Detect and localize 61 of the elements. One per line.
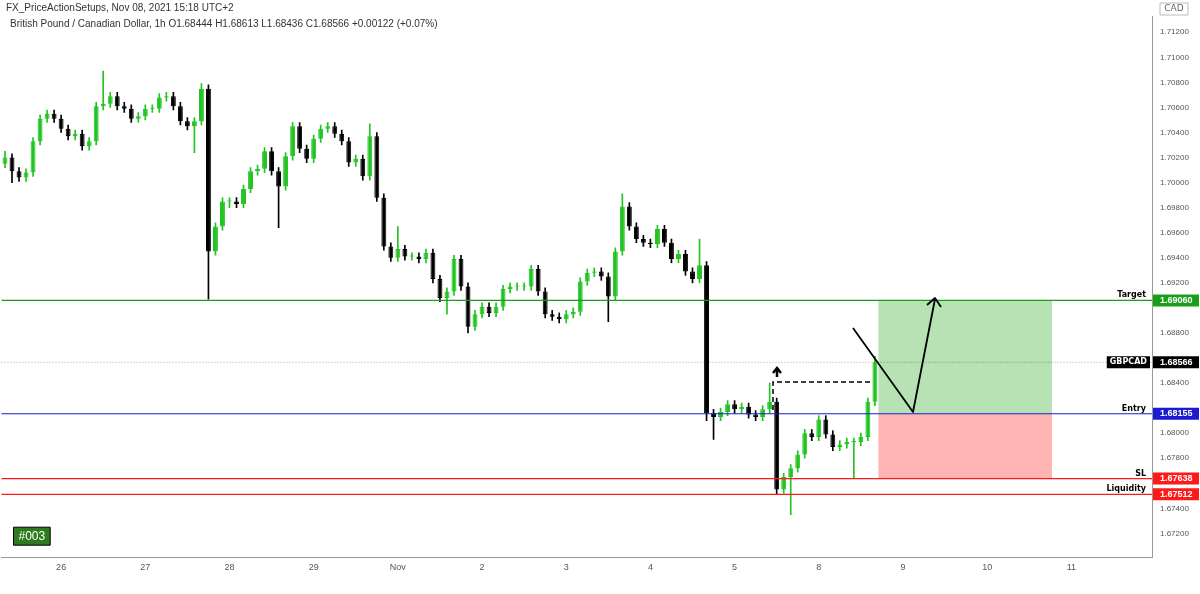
x-tick-label: 11 [1066,562,1076,573]
y-tick-label: 1.69200 [1160,278,1190,288]
candlestick [697,238,702,284]
x-tick-label: 27 [140,562,151,573]
ref-line-label: GBPCAD [1109,357,1148,367]
candlestick [676,249,681,264]
y-tick-label: 1.67400 [1160,503,1190,513]
x-tick-label: 26 [56,562,67,573]
candlestick [248,167,253,193]
x-tick-label: 2 [479,562,485,573]
candlestick [220,197,225,231]
ref-line-label: SL [1135,468,1146,478]
y-tick-label: 1.68000 [1160,428,1190,438]
y-tick-label: 1.68800 [1160,328,1190,338]
candlestick [683,249,688,276]
candlestick [234,197,239,209]
candlestick [704,261,709,421]
y-tick-label: 1.68400 [1160,378,1190,388]
candlestick [205,84,211,300]
candlestick [690,267,695,284]
y-tick-label: 1.67200 [1160,528,1190,538]
y-axis-title: CAD [1164,3,1184,14]
x-tick-label: 28 [224,562,235,573]
y-tick-label: 1.67512 [1160,488,1193,499]
candlestick [213,222,218,256]
x-tick-label: 10 [982,562,993,573]
y-tick-label: 1.68155 [1160,408,1193,419]
y-tick-label: 1.69600 [1160,227,1190,237]
x-tick-label: Nov [389,562,407,573]
ref-line-label: Target [1117,290,1147,300]
y-tick-label: 1.70600 [1160,102,1190,112]
chart-subtitle: British Pound / Canadian Dollar, 1h O1.68444 H1.68613 L1.68436 C1.68566 +0.00122 (+0.07%) [10,18,438,29]
y-tick-label: 1.67638 [1160,473,1193,484]
x-tick-label: 4 [647,562,653,573]
x-tick-label: 8 [816,562,822,573]
y-tick-label: 1.67800 [1160,453,1190,463]
ref-line-label: Liquidity [1106,484,1147,494]
candlestick [711,409,716,440]
x-tick-label: 5 [732,562,738,573]
y-tick-label: 1.71200 [1160,27,1190,37]
y-tick-label: 1.70800 [1160,77,1190,87]
y-tick-label: 1.68566 [1160,356,1193,367]
x-tick-label: 29 [308,562,319,573]
x-tick-label: 9 [900,562,906,573]
candlestick [669,238,674,264]
y-tick-label: 1.69400 [1160,252,1190,262]
y-tick-label: 1.69800 [1160,202,1190,212]
chart-title: FX_PriceActionSetups, Nov 08, 2021 15:18 UTC+2 [6,2,234,13]
candlestick [262,147,268,173]
ref-line-label: Entry [1121,403,1147,413]
y-tick-label: 1.70400 [1160,127,1190,137]
y-tick-label: 1.70000 [1160,177,1190,187]
x-tick-label: 3 [563,562,569,573]
candlestick [661,224,667,247]
candlestick [788,464,794,515]
annotation: #003 [18,528,46,543]
y-tick-label: 1.69060 [1160,294,1193,305]
y-tick-label: 1.70200 [1160,152,1190,162]
candlestick [241,184,246,209]
candlestick [395,226,401,262]
y-tick-label: 1.71000 [1160,52,1190,62]
